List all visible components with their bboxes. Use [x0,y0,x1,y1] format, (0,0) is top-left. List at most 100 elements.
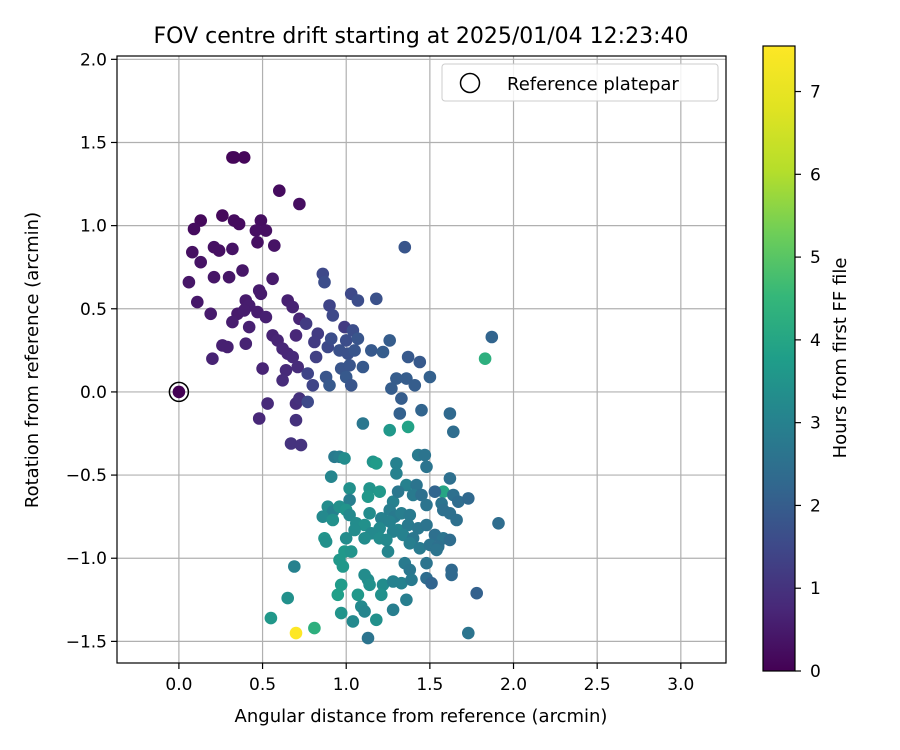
scatter-point [316,510,330,523]
scatter-point [390,467,403,480]
scatter-point [428,485,442,499]
scatter-point [289,413,303,427]
scatter-point [403,537,417,550]
scatter-point [264,611,278,625]
scatter-point [413,355,427,369]
scatter-point [227,151,241,164]
scatter-point [386,603,400,617]
scatter-point [398,240,412,254]
scatter-point [420,556,433,570]
scatter-point [351,332,365,346]
y-tick-label: −1.0 [66,549,107,569]
scatter-point [212,244,226,257]
scatter-point [462,492,475,505]
scatter-point [344,545,358,558]
scatter-point [370,292,383,306]
scatter-point [276,374,289,387]
scatter-point [254,287,268,301]
scatter-point [383,334,397,347]
colorbar-tick-label: 2 [810,496,821,516]
scatter-point [206,352,219,366]
scatter-point [348,523,361,537]
scatter-point [390,372,403,385]
colorbar-tick-label: 7 [810,83,821,103]
scatter-point [216,209,229,222]
scatter-point [390,457,403,470]
scatter-point [299,317,313,331]
colorbar-tick-label: 4 [810,331,821,351]
x-axis: 0.0 0.5 1.0 1.5 2.0 2.5 3.0 [165,663,694,695]
scatter-point [232,217,246,231]
scatter-point [344,379,358,392]
scatter-point [356,417,370,430]
scatter-point [301,395,315,409]
y-axis: −1.5 −1.0 −0.5 0.0 0.5 1.0 1.5 2.0 [66,50,117,652]
scatter-point [236,264,249,277]
scatter-point [293,197,306,211]
scatter-point [395,576,408,590]
scatter-point [443,407,457,420]
scatter-point [425,576,438,590]
scatter-point [336,560,350,573]
scatter-point [252,412,266,425]
scatter-point [403,508,417,522]
scatter-point [373,485,387,499]
scatter-point [393,407,407,420]
scatter-point [391,485,405,499]
scatter-point [452,495,465,509]
scatter-point [323,379,336,392]
y-tick-label: 2.0 [80,50,107,70]
scatter-point [187,222,201,236]
scatter-point [207,270,221,284]
colorbar-tick-label: 6 [810,165,821,185]
scatter-point [358,532,371,545]
scatter-point [485,330,499,344]
scatter-point [395,392,408,405]
plot-frame [116,55,727,664]
scatter-point [400,372,413,385]
scatter-point [291,360,305,374]
scatter-point [478,352,492,366]
scatter-point [222,270,236,284]
chart-title: FOV centre drift starting at 2025/01/04 … [154,24,689,49]
colorbar-ticks: 0 1 2 3 4 5 6 7 [795,83,821,682]
scatter-point [204,307,217,321]
scatter-point [445,568,458,582]
colorbar: 0 1 2 3 4 5 6 7 Hours from first FF file [762,45,851,682]
scatter-point [186,245,199,259]
scatter-point [239,337,253,351]
scatter-point [308,335,321,349]
scatter-point [401,420,415,434]
scatter-point [242,320,256,334]
scatter-point [361,490,375,504]
scatter-point [273,184,286,197]
scatter-point [319,535,333,548]
legend-box [441,63,719,102]
x-tick-label: 2.5 [584,675,611,695]
scatter-point [281,591,295,605]
scatter-point [326,513,340,527]
reference-marker-layer [168,381,190,403]
colorbar-tick-label: 3 [810,414,821,434]
scatter-point [259,310,273,324]
y-tick-label: 0.5 [80,300,107,320]
scatter-point [326,309,340,322]
scatter-point [450,513,463,527]
scatter-point [294,438,308,452]
scatter-point [191,295,204,309]
scatter-point [351,294,365,307]
scatter-point [470,586,484,600]
scatter-point [358,568,371,582]
scatter-point [221,340,234,354]
scatter-point [249,224,263,237]
scatter-point [343,493,356,507]
scatter-point [259,224,273,237]
scatter-point [385,382,398,395]
scatter-point [226,242,239,256]
scatter-point [420,460,433,474]
scatter-point [381,545,395,558]
scatter-point [324,332,338,346]
legend: Reference platepar [441,63,719,102]
scatter-point [380,533,393,547]
x-tick-label: 1.0 [333,675,360,695]
